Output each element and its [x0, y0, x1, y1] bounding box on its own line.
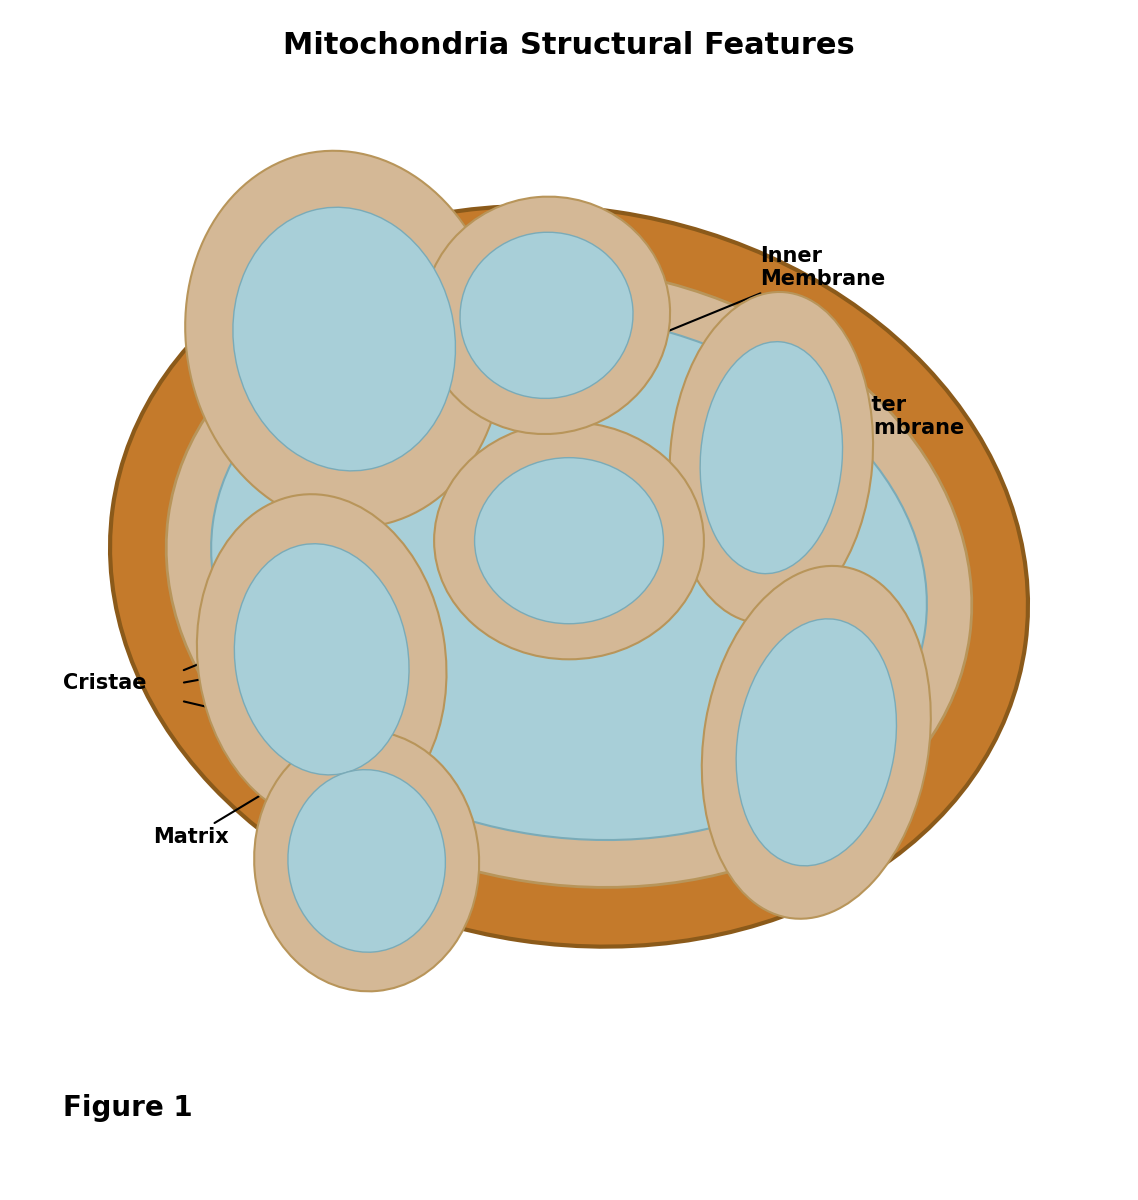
Text: Figure 1: Figure 1 [63, 1094, 192, 1122]
Text: Matrix: Matrix [154, 702, 415, 847]
Text: Inner
Membrane: Inner Membrane [622, 246, 885, 350]
Ellipse shape [736, 619, 897, 866]
Ellipse shape [423, 197, 670, 434]
Ellipse shape [254, 731, 479, 991]
Ellipse shape [234, 241, 724, 437]
Ellipse shape [110, 206, 1028, 947]
Ellipse shape [185, 151, 503, 527]
Ellipse shape [669, 292, 873, 623]
Ellipse shape [475, 457, 663, 624]
Text: Cristae: Cristae [63, 673, 147, 694]
Ellipse shape [212, 312, 926, 840]
Text: Outer
Membrane: Outer Membrane [780, 395, 964, 463]
Ellipse shape [700, 342, 842, 574]
Ellipse shape [234, 544, 409, 775]
Ellipse shape [434, 422, 704, 659]
Ellipse shape [288, 769, 445, 953]
Ellipse shape [166, 265, 972, 887]
Ellipse shape [197, 494, 446, 824]
Ellipse shape [233, 208, 455, 470]
Ellipse shape [702, 566, 931, 919]
Text: Mitochondria Structural Features: Mitochondria Structural Features [283, 31, 855, 60]
Ellipse shape [460, 233, 633, 398]
